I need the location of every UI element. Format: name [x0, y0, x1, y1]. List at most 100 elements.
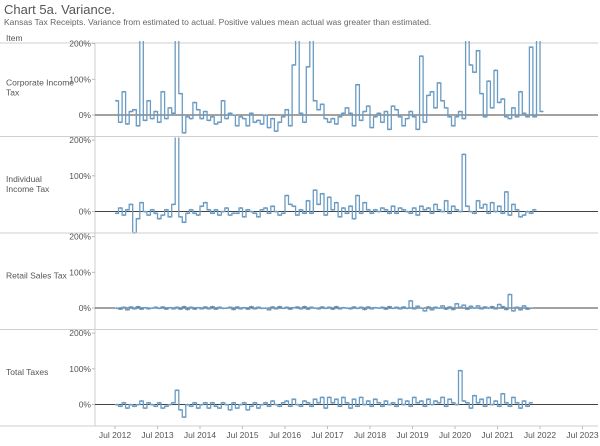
data-point	[392, 307, 394, 310]
data-point	[455, 403, 458, 406]
data-point	[179, 308, 182, 311]
data-point	[523, 304, 526, 307]
data-point	[154, 405, 157, 408]
data-point	[526, 308, 529, 311]
data-point	[399, 398, 402, 401]
data-point	[243, 215, 246, 218]
data-point	[342, 306, 345, 309]
data-point	[268, 212, 271, 215]
data-point	[406, 117, 409, 120]
data-point	[161, 306, 164, 308]
data-point	[225, 403, 228, 406]
data-point	[268, 308, 271, 311]
data-point	[346, 212, 348, 215]
data-point	[126, 308, 129, 311]
data-point	[314, 307, 317, 310]
data-point	[161, 407, 164, 410]
data-point	[324, 307, 327, 310]
data-point	[384, 400, 387, 402]
data-point	[363, 110, 366, 113]
data-point	[172, 307, 175, 310]
data-point	[129, 403, 132, 406]
data-point	[413, 307, 416, 310]
chart-subtitle: Kansas Tax Receipts. Variance from estim…	[4, 17, 432, 27]
data-point	[158, 121, 161, 124]
data-point	[179, 215, 182, 218]
data-point	[498, 303, 501, 306]
data-point	[275, 130, 278, 133]
data-point	[307, 199, 309, 202]
data-point	[165, 117, 168, 120]
data-point	[214, 208, 217, 211]
data-point	[452, 401, 455, 404]
data-point	[236, 407, 239, 410]
data-point	[427, 207, 430, 209]
data-point	[367, 306, 370, 308]
data-point	[285, 400, 288, 402]
data-point	[413, 396, 416, 399]
data-point	[119, 121, 122, 124]
y-tick-label: 100%	[69, 171, 91, 181]
data-point	[229, 214, 232, 217]
data-point	[331, 308, 334, 311]
data-point	[477, 401, 479, 404]
data-point	[168, 215, 171, 218]
data-point	[406, 210, 409, 213]
data-point	[349, 407, 352, 410]
x-tick-label: Jul 2012	[99, 430, 131, 440]
data-point	[530, 46, 533, 49]
data-point	[331, 208, 334, 211]
data-point	[183, 221, 186, 224]
data-point	[487, 80, 490, 83]
data-point	[402, 403, 405, 406]
y-tick-label: 200%	[69, 39, 91, 49]
data-point	[360, 396, 363, 399]
data-point	[243, 117, 246, 120]
x-tick-label: Jul 2018	[354, 430, 386, 440]
data-point	[207, 208, 210, 211]
data-point	[519, 407, 522, 410]
data-point	[197, 407, 200, 410]
data-point	[487, 307, 490, 310]
data-point	[466, 308, 469, 311]
data-point	[186, 212, 189, 215]
data-point	[307, 401, 309, 404]
data-point	[289, 203, 292, 206]
data-point	[197, 214, 200, 217]
data-point	[168, 106, 171, 109]
data-point	[292, 64, 295, 66]
data-point	[356, 307, 359, 310]
data-point	[381, 207, 384, 209]
data-point	[239, 115, 242, 118]
data-point	[140, 400, 143, 402]
data-point	[257, 306, 260, 309]
data-point	[409, 405, 412, 408]
data-point	[133, 405, 136, 408]
data-point	[275, 403, 278, 406]
data-point	[214, 308, 217, 311]
data-point	[523, 400, 526, 402]
data-point	[501, 305, 504, 308]
data-point	[388, 128, 391, 131]
data-point	[243, 401, 246, 404]
data-point	[271, 205, 274, 208]
data-point	[119, 207, 122, 209]
data-point	[211, 115, 214, 118]
data-point	[218, 407, 221, 410]
data-point	[459, 369, 462, 372]
data-point	[462, 304, 465, 307]
data-point	[200, 307, 203, 310]
data-point	[469, 305, 472, 308]
data-point	[144, 407, 147, 410]
data-point	[473, 394, 476, 397]
data-point	[505, 401, 508, 404]
data-point	[122, 214, 125, 217]
data-point	[363, 403, 366, 406]
data-point	[367, 208, 370, 211]
data-point	[296, 403, 299, 406]
data-point	[289, 405, 292, 408]
x-tick-label: Jul 2023	[566, 430, 598, 440]
data-point	[282, 307, 285, 310]
data-point	[516, 306, 518, 309]
data-point	[225, 117, 228, 120]
